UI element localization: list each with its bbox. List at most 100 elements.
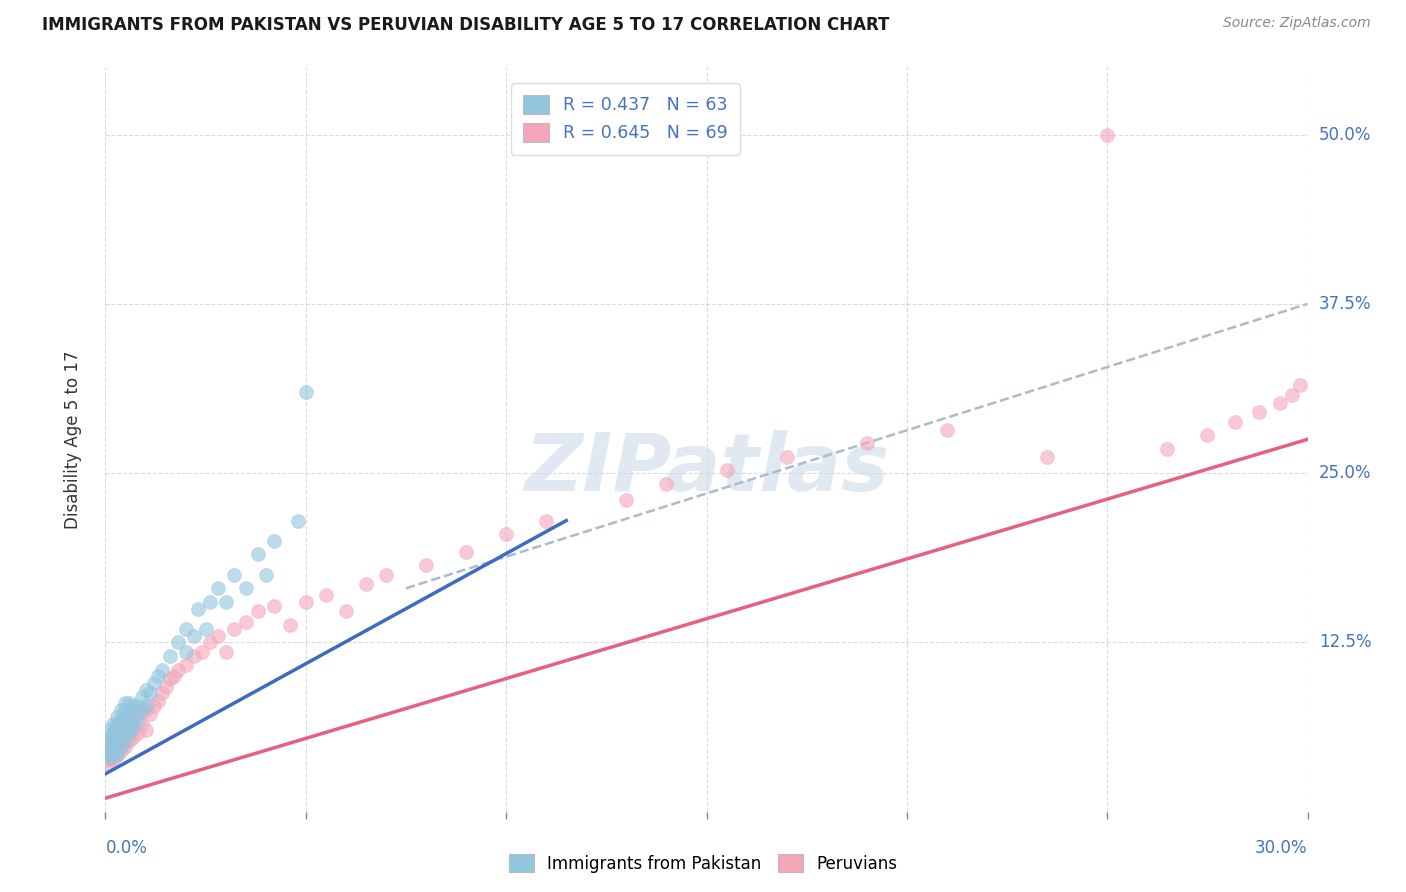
Point — [278, 617, 301, 632]
Point — [104, 739, 127, 754]
Point — [162, 669, 184, 683]
Point — [254, 567, 277, 582]
Point — [138, 707, 160, 722]
Point — [655, 477, 678, 491]
Point — [1249, 405, 1271, 419]
Point — [107, 726, 129, 740]
Point — [114, 739, 136, 754]
Point — [246, 604, 269, 618]
Point — [1268, 396, 1291, 410]
Point — [110, 744, 132, 758]
Point — [354, 577, 377, 591]
Point — [122, 699, 145, 714]
Point — [207, 582, 229, 596]
Point — [1225, 415, 1247, 429]
Point — [222, 567, 245, 582]
Point — [1097, 128, 1119, 142]
Point — [198, 595, 221, 609]
Point — [114, 713, 136, 727]
Point — [122, 716, 145, 731]
Point — [1288, 378, 1310, 392]
Point — [138, 685, 160, 699]
Point — [110, 730, 132, 744]
Point — [104, 730, 127, 744]
Text: 0.0%: 0.0% — [105, 839, 148, 857]
Point — [118, 716, 141, 731]
Point — [263, 599, 285, 613]
Point — [207, 629, 229, 643]
Point — [616, 493, 638, 508]
Point — [295, 595, 318, 609]
Point — [110, 713, 132, 727]
Point — [114, 734, 136, 748]
Point — [263, 533, 285, 548]
Point — [146, 669, 169, 683]
Point — [103, 716, 125, 731]
Point — [127, 713, 149, 727]
Point — [214, 645, 236, 659]
Point — [110, 739, 132, 754]
Point — [135, 703, 157, 717]
Text: Source: ZipAtlas.com: Source: ZipAtlas.com — [1223, 16, 1371, 30]
Point — [415, 558, 437, 573]
Point — [98, 730, 121, 744]
Point — [150, 685, 173, 699]
Point — [142, 676, 165, 690]
Point — [118, 721, 141, 735]
Point — [495, 527, 517, 541]
Point — [127, 726, 149, 740]
Point — [174, 645, 197, 659]
Text: ZIPatlas: ZIPatlas — [524, 430, 889, 508]
Text: 12.5%: 12.5% — [1319, 633, 1371, 651]
Point — [103, 753, 125, 767]
Point — [155, 680, 177, 694]
Point — [131, 703, 153, 717]
Point — [127, 699, 149, 714]
Point — [159, 648, 181, 663]
Point — [131, 690, 153, 704]
Point — [1156, 442, 1178, 456]
Point — [97, 747, 120, 762]
Legend: Immigrants from Pakistan, Peruvians: Immigrants from Pakistan, Peruvians — [502, 847, 904, 880]
Point — [146, 694, 169, 708]
Point — [107, 721, 129, 735]
Point — [190, 645, 212, 659]
Point — [135, 723, 157, 738]
Point — [118, 734, 141, 748]
Y-axis label: Disability Age 5 to 17: Disability Age 5 to 17 — [63, 350, 82, 529]
Point — [103, 739, 125, 754]
Point — [98, 739, 121, 754]
Point — [96, 744, 118, 758]
Point — [183, 629, 205, 643]
Point — [222, 622, 245, 636]
Point — [534, 514, 557, 528]
Text: 37.5%: 37.5% — [1319, 295, 1371, 313]
Point — [98, 739, 121, 754]
Point — [98, 750, 121, 764]
Point — [315, 588, 337, 602]
Point — [235, 615, 257, 629]
Point — [114, 726, 136, 740]
Point — [183, 648, 205, 663]
Point — [107, 716, 129, 731]
Point — [166, 663, 188, 677]
Point — [103, 737, 125, 751]
Point — [110, 703, 132, 717]
Point — [135, 699, 157, 714]
Point — [246, 548, 269, 562]
Point — [214, 595, 236, 609]
Point — [122, 730, 145, 744]
Point — [114, 723, 136, 738]
Point — [98, 757, 121, 772]
Point — [198, 635, 221, 649]
Point — [100, 750, 122, 764]
Point — [118, 707, 141, 722]
Point — [107, 710, 129, 724]
Point — [100, 734, 122, 748]
Point — [114, 697, 136, 711]
Point — [776, 450, 799, 464]
Point — [107, 747, 129, 762]
Point — [374, 567, 398, 582]
Point — [107, 747, 129, 762]
Point — [98, 723, 121, 738]
